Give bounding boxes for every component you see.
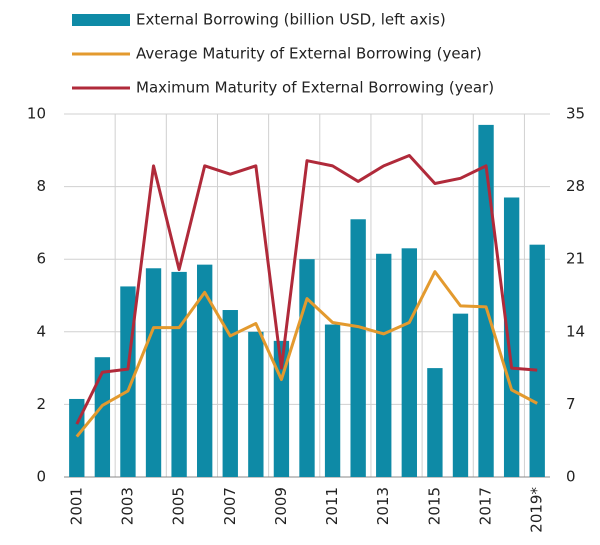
x-tick-label: 2015 (425, 487, 443, 525)
y-tick-label: 2 (36, 395, 46, 413)
y2-tick-label: 21 (566, 250, 585, 268)
y-tick-label: 0 (36, 468, 46, 486)
y-tick-label: 4 (36, 322, 46, 340)
x-tick-label: 2019* (528, 487, 546, 533)
x-tick-label: 2017 (477, 487, 495, 525)
x-tick-label: 2007 (221, 487, 239, 525)
legend-label: Maximum Maturity of External Borrowing (… (136, 79, 494, 97)
legend-label: External Borrowing (billion USD, left ax… (136, 11, 446, 29)
y2-tick-label: 35 (566, 105, 585, 123)
legend-label: Average Maturity of External Borrowing (… (136, 45, 482, 63)
bar (197, 264, 213, 477)
x-tick-label: 2003 (118, 487, 136, 525)
y2-tick-label: 0 (566, 468, 576, 486)
bar (324, 324, 341, 477)
bar (299, 259, 315, 477)
legend-swatch (72, 14, 130, 26)
y2-tick-label: 28 (566, 177, 585, 195)
y2-tick-label: 7 (566, 395, 576, 413)
bar (273, 340, 290, 477)
y-tick-label: 6 (36, 250, 46, 268)
x-tick-label: 2011 (323, 487, 341, 525)
bar (401, 248, 417, 477)
bar (376, 253, 392, 477)
bar (427, 368, 443, 477)
line (75, 153, 538, 425)
bar (478, 124, 494, 477)
bar (94, 357, 111, 477)
y2-tick-label: 14 (566, 322, 585, 340)
y-tick-label: 10 (27, 105, 46, 123)
bar (171, 271, 187, 477)
bar (503, 197, 520, 478)
x-tick-label: 2009 (272, 487, 290, 525)
bar (452, 313, 469, 477)
bar (529, 244, 545, 477)
x-tick-label: 2005 (170, 487, 188, 525)
bar (248, 331, 264, 477)
bar (350, 219, 366, 477)
x-tick-label: 2013 (374, 487, 392, 525)
y-tick-label: 8 (36, 177, 46, 195)
bar (145, 268, 162, 477)
line (75, 270, 538, 438)
bar (222, 310, 238, 477)
x-tick-label: 2001 (67, 487, 85, 525)
